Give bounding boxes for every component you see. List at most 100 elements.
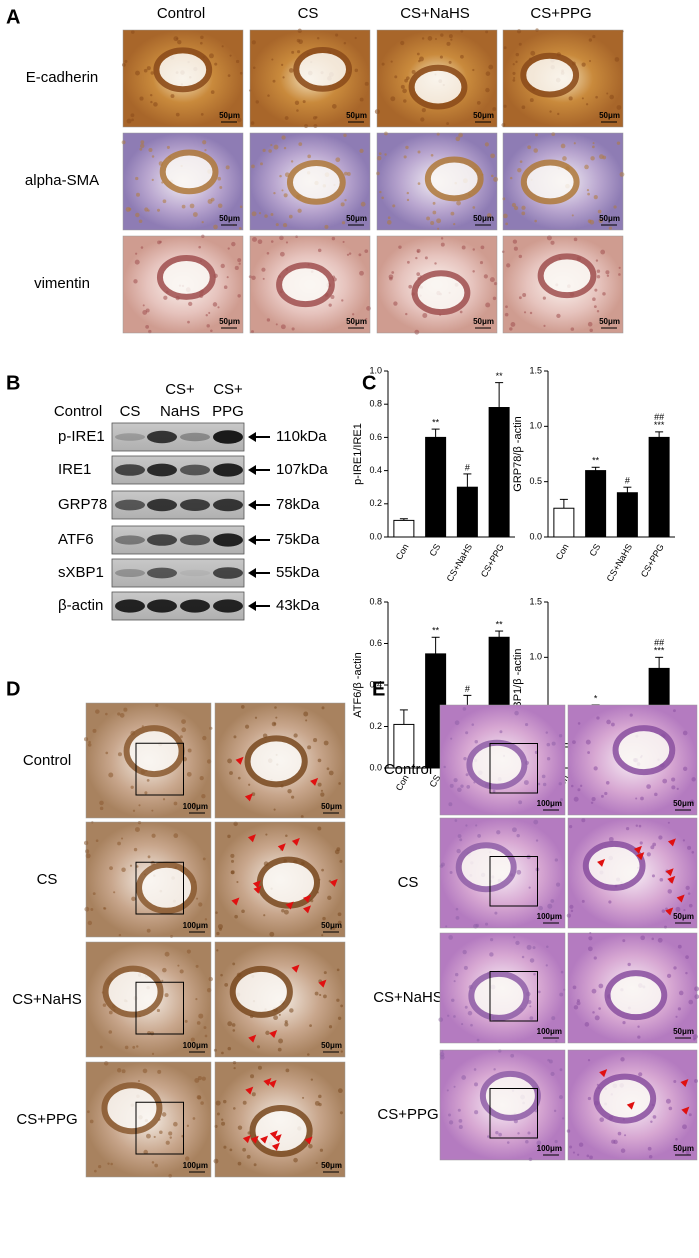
cell [217, 176, 222, 181]
cell [692, 1037, 696, 1041]
cell [579, 784, 583, 787]
cell [151, 178, 154, 181]
cell [694, 994, 699, 1000]
cell [490, 153, 495, 159]
cell [524, 722, 529, 727]
cell [121, 837, 124, 840]
bar [616, 492, 638, 538]
airway [455, 842, 517, 893]
cell [600, 794, 604, 798]
cell [460, 54, 464, 59]
cell [200, 1101, 204, 1105]
cell [192, 1117, 196, 1120]
micrograph: 100μm [439, 704, 566, 816]
cell [554, 1139, 558, 1144]
panel-label: A [6, 6, 20, 28]
cell [594, 1015, 600, 1021]
cell [279, 251, 285, 257]
x-tick-label: CS+PPG [479, 542, 506, 579]
scale-bar-label: 100μm [537, 1144, 562, 1153]
cell [379, 190, 382, 194]
cell [492, 789, 496, 793]
cell [458, 1118, 463, 1123]
cell [359, 97, 364, 102]
cell [117, 841, 121, 846]
cell [445, 925, 448, 928]
cell [313, 738, 318, 743]
cell [509, 327, 513, 331]
scale-bar-label: 50μm [321, 802, 342, 811]
cell [146, 778, 150, 782]
cell [637, 1025, 640, 1028]
cell [374, 109, 380, 115]
cell [335, 157, 341, 163]
cell [490, 938, 494, 942]
cell [457, 787, 462, 793]
cell [685, 1150, 690, 1155]
cell [168, 1131, 173, 1136]
cell [289, 1008, 294, 1013]
cell [216, 931, 220, 936]
cell [140, 246, 144, 249]
cell [505, 222, 509, 226]
cell [521, 205, 526, 210]
column-header: CS+NaHS [400, 5, 470, 22]
frame [249, 235, 371, 334]
cell [512, 827, 517, 833]
band [147, 498, 177, 512]
cell [270, 240, 274, 243]
cell [592, 34, 596, 39]
micrograph: 100μm [438, 932, 566, 1044]
significance: * [594, 693, 598, 703]
cell [201, 794, 206, 799]
cell [450, 38, 453, 41]
arrowhead [626, 1101, 635, 1110]
cell [378, 152, 382, 156]
cell [162, 798, 166, 801]
cell [542, 296, 546, 300]
cell [486, 213, 492, 218]
cell [585, 103, 589, 106]
cell [248, 275, 252, 279]
cell [195, 964, 199, 968]
scale-bar-label: 100μm [183, 921, 208, 930]
cell [109, 866, 113, 871]
band [147, 463, 177, 477]
cell [402, 88, 407, 94]
cell [317, 826, 322, 831]
cell [522, 293, 527, 297]
cell [505, 305, 508, 309]
band [115, 535, 145, 545]
scale-bar-label: 50μm [673, 1027, 694, 1036]
cell [665, 1098, 671, 1104]
cell [94, 1169, 97, 1173]
cell [85, 853, 91, 859]
cell [319, 993, 322, 997]
cell [241, 909, 245, 914]
cell [432, 201, 436, 205]
cell [453, 222, 456, 226]
cell [194, 1077, 200, 1083]
cell [117, 712, 121, 716]
cell [117, 752, 122, 757]
cell [102, 1003, 107, 1007]
cell [291, 795, 295, 799]
cell [515, 60, 518, 63]
frame [376, 29, 498, 128]
cell [266, 318, 271, 322]
cell [136, 1045, 139, 1048]
cell [239, 205, 243, 209]
x-tick-label: Con [554, 542, 571, 561]
frame [85, 821, 212, 938]
column-header: Control [157, 5, 205, 22]
cell [226, 276, 229, 279]
cell [342, 240, 345, 244]
cell [240, 705, 245, 709]
cell [638, 824, 642, 828]
cell [156, 208, 161, 212]
inset-box [489, 971, 538, 1022]
cell [501, 122, 506, 127]
frame [85, 702, 212, 819]
cell [208, 976, 213, 982]
cell [323, 971, 327, 975]
